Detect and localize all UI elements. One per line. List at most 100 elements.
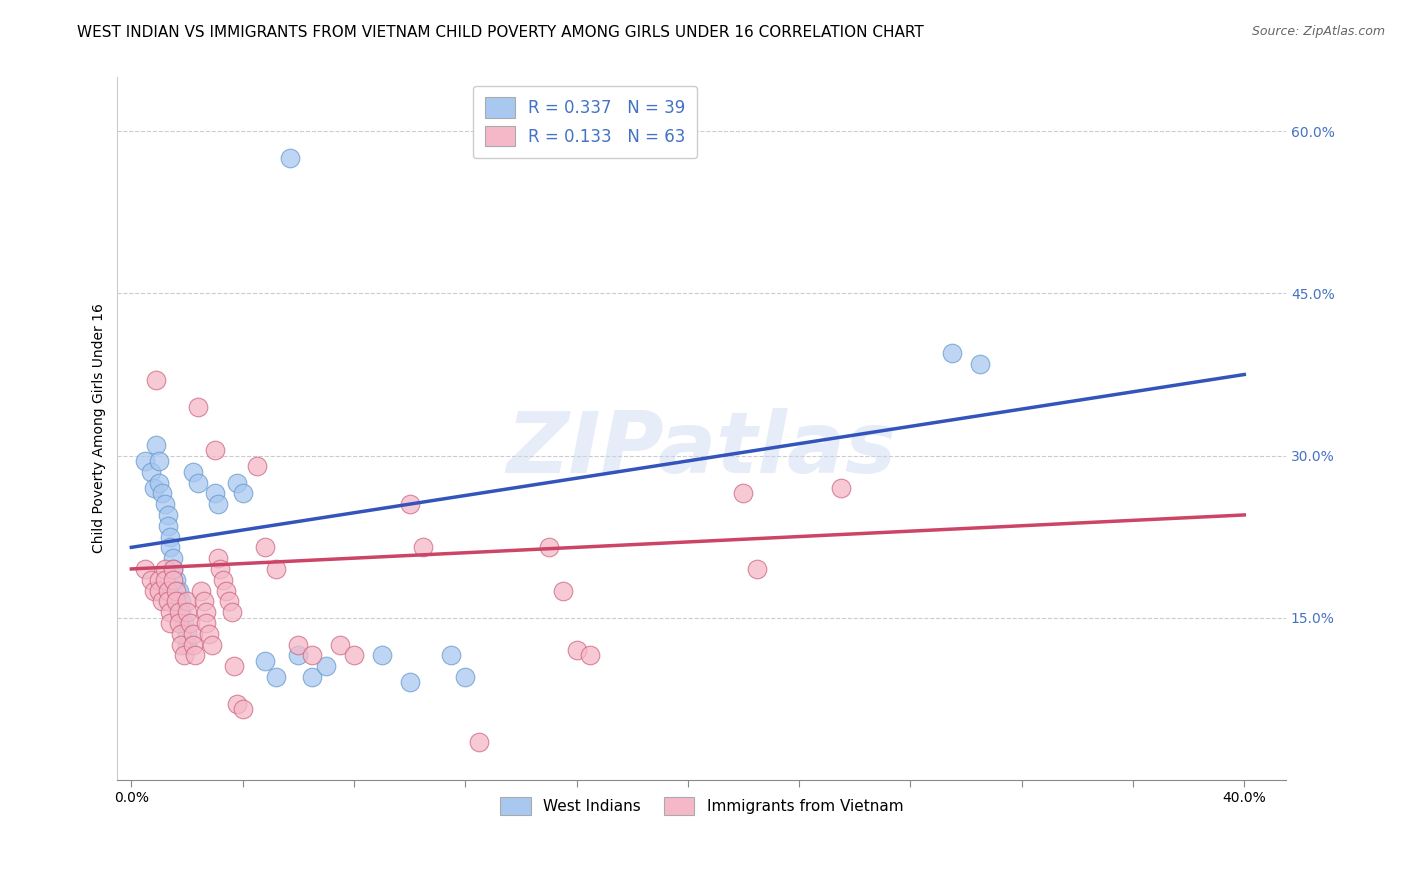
- Point: [195, 615, 218, 630]
- Point: [173, 648, 195, 663]
- Point: [165, 573, 187, 587]
- Point: [204, 486, 226, 500]
- Point: [162, 562, 184, 576]
- Point: [153, 497, 176, 511]
- Point: [170, 605, 193, 619]
- Point: [170, 638, 193, 652]
- Point: [145, 438, 167, 452]
- Point: [941, 346, 963, 360]
- Point: [301, 648, 323, 663]
- Point: [287, 638, 309, 652]
- Point: [148, 573, 170, 587]
- Point: [232, 486, 254, 500]
- Point: [224, 659, 246, 673]
- Point: [162, 573, 184, 587]
- Point: [162, 562, 184, 576]
- Point: [226, 475, 249, 490]
- Point: [195, 605, 218, 619]
- Point: [176, 605, 198, 619]
- Point: [301, 670, 323, 684]
- Point: [253, 654, 276, 668]
- Point: [468, 735, 491, 749]
- Point: [187, 400, 209, 414]
- Point: [148, 475, 170, 490]
- Point: [212, 573, 235, 587]
- Point: [148, 454, 170, 468]
- Point: [184, 648, 207, 663]
- Point: [176, 638, 198, 652]
- Point: [173, 615, 195, 630]
- Point: [153, 573, 176, 587]
- Point: [156, 518, 179, 533]
- Point: [167, 615, 190, 630]
- Point: [264, 670, 287, 684]
- Point: [245, 459, 267, 474]
- Point: [830, 481, 852, 495]
- Point: [440, 648, 463, 663]
- Point: [167, 605, 190, 619]
- Point: [159, 541, 181, 555]
- Point: [537, 541, 560, 555]
- Point: [226, 697, 249, 711]
- Point: [215, 583, 238, 598]
- Point: [176, 594, 198, 608]
- Point: [181, 638, 204, 652]
- Point: [145, 373, 167, 387]
- Point: [181, 465, 204, 479]
- Point: [153, 562, 176, 576]
- Point: [165, 594, 187, 608]
- Point: [201, 638, 224, 652]
- Point: [371, 648, 394, 663]
- Point: [315, 659, 337, 673]
- Point: [148, 583, 170, 598]
- Point: [733, 486, 755, 500]
- Point: [176, 627, 198, 641]
- Point: [142, 481, 165, 495]
- Point: [278, 152, 301, 166]
- Point: [565, 643, 588, 657]
- Point: [167, 583, 190, 598]
- Point: [204, 443, 226, 458]
- Point: [150, 486, 173, 500]
- Text: ZIPatlas: ZIPatlas: [506, 408, 897, 491]
- Point: [162, 551, 184, 566]
- Point: [139, 573, 162, 587]
- Point: [134, 562, 156, 576]
- Point: [193, 594, 215, 608]
- Point: [264, 562, 287, 576]
- Point: [159, 605, 181, 619]
- Point: [221, 605, 243, 619]
- Point: [179, 615, 201, 630]
- Point: [329, 638, 352, 652]
- Point: [159, 615, 181, 630]
- Point: [156, 594, 179, 608]
- Legend: West Indians, Immigrants from Vietnam: West Indians, Immigrants from Vietnam: [491, 788, 912, 824]
- Point: [454, 670, 477, 684]
- Point: [232, 702, 254, 716]
- Point: [156, 508, 179, 522]
- Point: [412, 541, 434, 555]
- Point: [207, 551, 229, 566]
- Point: [190, 583, 212, 598]
- Point: [165, 583, 187, 598]
- Point: [218, 594, 240, 608]
- Point: [398, 497, 420, 511]
- Point: [142, 583, 165, 598]
- Point: [209, 562, 232, 576]
- Point: [187, 475, 209, 490]
- Point: [170, 594, 193, 608]
- Point: [159, 530, 181, 544]
- Point: [253, 541, 276, 555]
- Point: [198, 627, 221, 641]
- Point: [156, 583, 179, 598]
- Text: Source: ZipAtlas.com: Source: ZipAtlas.com: [1251, 25, 1385, 38]
- Point: [134, 454, 156, 468]
- Point: [287, 648, 309, 663]
- Point: [170, 627, 193, 641]
- Point: [747, 562, 769, 576]
- Point: [181, 627, 204, 641]
- Y-axis label: Child Poverty Among Girls Under 16: Child Poverty Among Girls Under 16: [93, 303, 107, 553]
- Point: [969, 357, 991, 371]
- Point: [579, 648, 602, 663]
- Point: [343, 648, 366, 663]
